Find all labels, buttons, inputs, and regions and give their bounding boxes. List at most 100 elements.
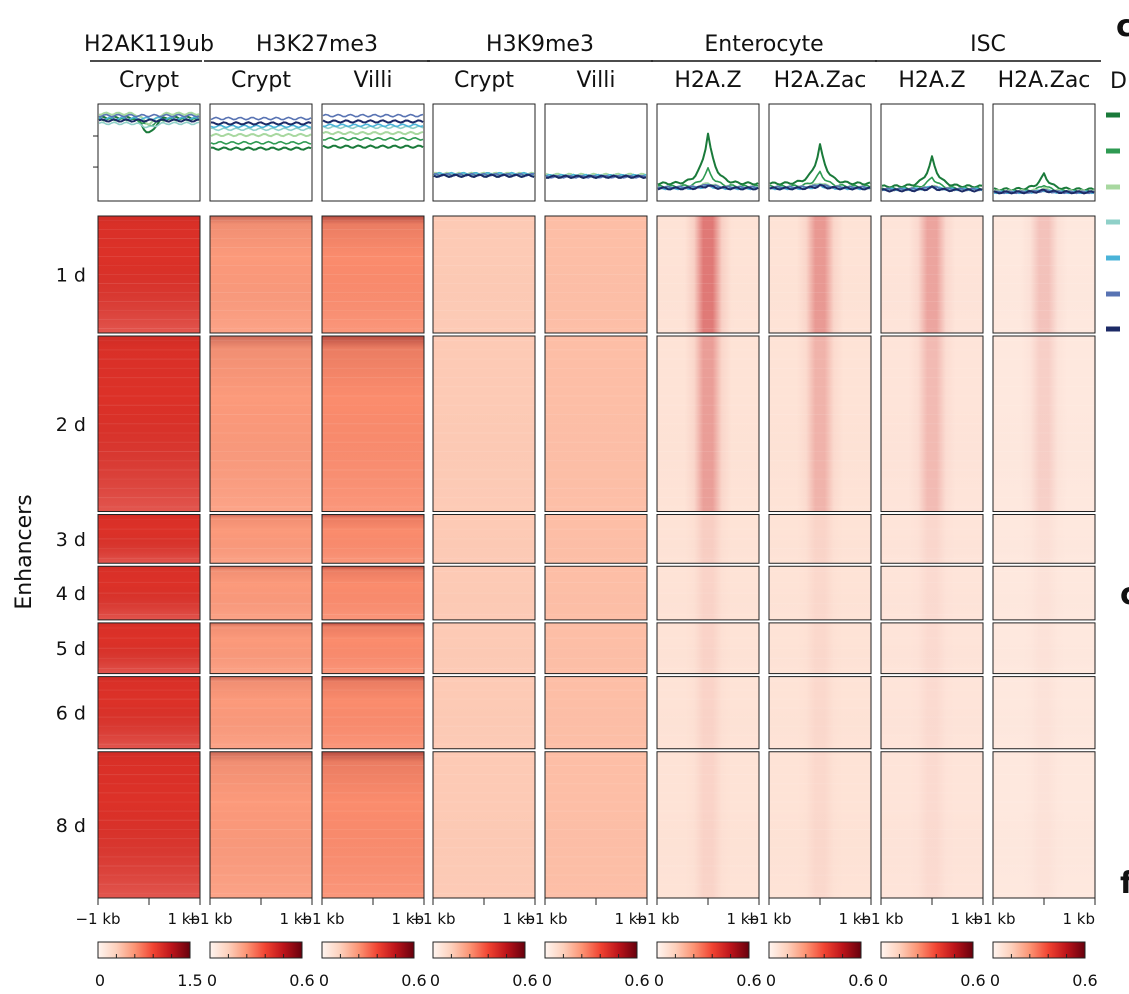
heatmap-shade — [769, 751, 871, 898]
heatmap-shade — [322, 751, 424, 898]
profile-line — [98, 111, 200, 126]
x-tick-label: 1 kb — [279, 910, 312, 928]
heatmap-border — [432, 676, 536, 750]
heatmap-shade — [433, 622, 535, 674]
heatmap-border — [880, 215, 984, 334]
heatmap-shade — [657, 676, 759, 749]
heatmap-shade — [657, 622, 759, 674]
heatmap-shade — [881, 676, 983, 749]
heatmap-shade — [993, 216, 1095, 334]
column-header: Crypt — [231, 68, 291, 93]
x-tick-label: 1 kb — [391, 910, 424, 928]
x-tick-label: 1 kb — [1062, 910, 1095, 928]
heatmap-border — [209, 215, 313, 334]
heatmap-border — [544, 622, 648, 675]
colorbar-min-label: 0 — [990, 971, 1000, 990]
heatmap-border — [992, 622, 1096, 675]
x-tick-label: 1 kb — [167, 910, 200, 928]
colorbar-min-label: 0 — [430, 971, 440, 990]
heatmap-shade — [993, 514, 1095, 564]
colorbar — [97, 941, 191, 959]
profile-line — [433, 173, 535, 178]
x-tick-label: −1 kb — [746, 910, 791, 928]
row-group-label: 1 d — [56, 265, 86, 287]
colorbar-min-label: 0 — [542, 971, 552, 990]
heatmap-border — [656, 565, 760, 621]
colorbar-max-label: 0.6 — [289, 971, 314, 990]
heatmap-border — [97, 514, 201, 564]
heatmap-shade — [322, 622, 424, 674]
legend-swatch — [1106, 219, 1120, 225]
heatmap-border — [992, 676, 1096, 750]
heatmap-shade — [210, 751, 312, 898]
heatmap-border — [656, 335, 760, 513]
heatmap-shade — [881, 622, 983, 674]
column-header: Crypt — [119, 68, 179, 93]
heatmap-shade — [993, 336, 1095, 512]
heatmap-shade — [545, 514, 647, 564]
heatmap-border — [880, 622, 984, 675]
heatmap-shade — [322, 336, 424, 512]
heatmap-shade — [210, 566, 312, 620]
colorbar — [432, 941, 526, 959]
cropped-letter: f — [1120, 866, 1129, 901]
profile-line — [210, 146, 312, 151]
heatmap-border — [544, 676, 648, 750]
colorbar-max-label: 0.6 — [736, 971, 761, 990]
heatmap-shade — [98, 216, 200, 334]
column-header: H2A.Zac — [774, 68, 867, 93]
profile-line — [657, 184, 759, 191]
heatmap-border — [321, 514, 425, 564]
row-group-label: 5 d — [56, 638, 86, 660]
column-header: H2A.Z — [898, 68, 965, 93]
colorbar-max-label: 0.6 — [1072, 971, 1097, 990]
heatmap-shade — [433, 676, 535, 749]
column-header: Villi — [353, 68, 392, 93]
heatmap-border — [544, 514, 648, 564]
row-group-label: 8 d — [56, 815, 86, 837]
profile-frame — [544, 103, 648, 202]
colorbar-max-label: 0.6 — [960, 971, 985, 990]
profile-line — [210, 140, 312, 145]
heatmap-border — [992, 565, 1096, 621]
colorbar — [544, 941, 638, 959]
legend-swatches — [1106, 112, 1120, 332]
heatmap-border — [97, 565, 201, 621]
column-header: H2A.Zac — [998, 68, 1091, 93]
heatmap-border — [992, 335, 1096, 513]
heatmap-shade — [210, 216, 312, 334]
heatmap-shade — [545, 676, 647, 749]
row-group-label: 6 d — [56, 703, 86, 725]
column-header: Villi — [576, 68, 615, 93]
colorbar — [992, 941, 1086, 959]
x-tick-label: 1 kb — [838, 910, 871, 928]
heatmap-shade — [993, 622, 1095, 674]
colorbar — [880, 941, 974, 959]
heatmap-border — [321, 565, 425, 621]
column-header: H2A.Z — [674, 68, 741, 93]
heatmap-border — [656, 676, 760, 750]
legend-swatch — [1106, 326, 1120, 332]
group-header: ISC — [970, 32, 1006, 57]
heatmap-shade — [545, 566, 647, 620]
profile-line — [769, 143, 871, 186]
colorbar-min-label: 0 — [654, 971, 664, 990]
x-tick-label: 1 kb — [726, 910, 759, 928]
y-axis-label: Enhancers — [12, 494, 37, 609]
heatmap-border — [880, 565, 984, 621]
profile-line — [322, 119, 424, 124]
heatmap-border — [768, 676, 872, 750]
profile-frame — [321, 103, 425, 202]
heatmap-border — [656, 514, 760, 564]
heatmap-border — [432, 565, 536, 621]
heatmap-shade — [881, 336, 983, 512]
legend-swatch — [1106, 184, 1120, 190]
heatmap-shade — [769, 622, 871, 674]
profile-frame — [432, 103, 536, 202]
x-axis-ticks: −1 kb 1 kb−1 kb 1 kb−1 kb 1 kb−1 kb 1 kb−1 k… — [75, 897, 1096, 928]
heatmap-border — [321, 676, 425, 750]
heatmap-border — [209, 565, 313, 621]
row-group-label: 4 d — [56, 583, 86, 605]
heatmap-border — [768, 335, 872, 513]
heatmap-border — [768, 622, 872, 675]
